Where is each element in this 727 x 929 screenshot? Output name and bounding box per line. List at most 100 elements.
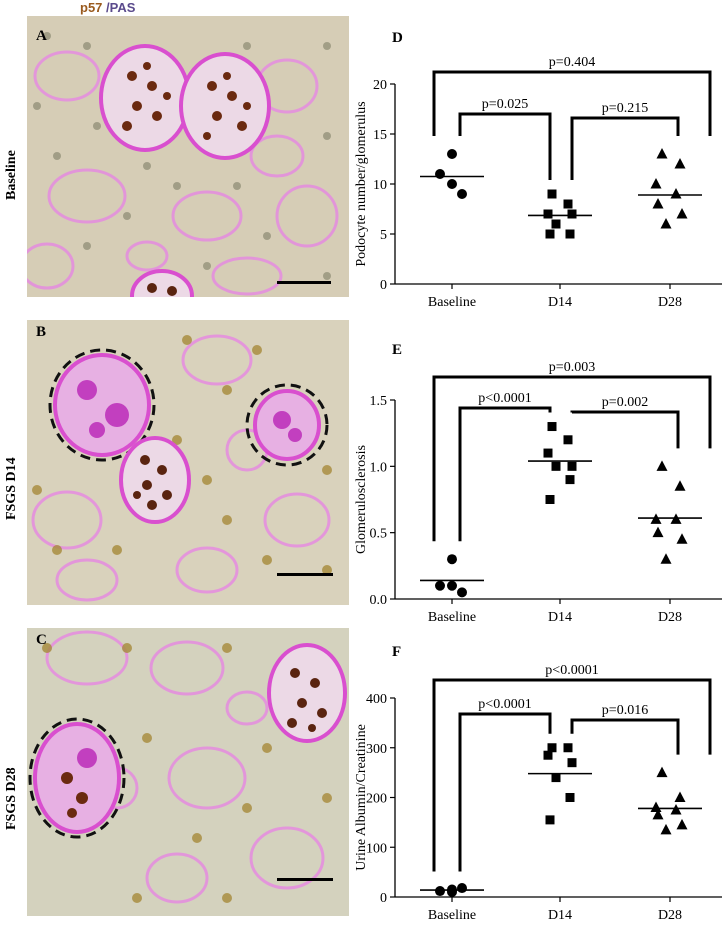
p-value-label: p=0.404 xyxy=(549,55,595,70)
data-point-square xyxy=(565,475,575,485)
data-point-square xyxy=(547,743,557,753)
stain-label: p57 /PAS xyxy=(80,0,135,15)
p-value-label: p<0.0001 xyxy=(478,697,531,712)
data-point-circle xyxy=(457,587,467,598)
p-value-label: p=0.002 xyxy=(602,395,648,410)
pas-label: /PAS xyxy=(102,0,136,15)
data-point-circle xyxy=(447,149,457,159)
micrograph-fsgs-d14-image xyxy=(27,320,349,605)
data-point-triangle xyxy=(660,218,672,229)
data-point-square xyxy=(545,815,555,825)
data-point-triangle xyxy=(656,766,668,778)
data-point-triangle xyxy=(670,188,682,199)
y-tick-label: 0.5 xyxy=(370,527,388,542)
chart-urine-albumin-creatinine: F 0 100 200 300 400 Urine Albumin/Creatinine Ba… xyxy=(350,630,727,929)
data-point-triangle xyxy=(652,526,664,538)
data-point-triangle xyxy=(656,460,668,471)
data-point-square xyxy=(551,219,561,229)
y-tick-label: 400 xyxy=(366,692,387,707)
data-point-square xyxy=(543,448,553,458)
chart-glomerulosclerosis-svg: E 0.0 0.5 1.0 1.5 Glomerulosclerosis Baseline D… xyxy=(354,342,722,625)
panel-letter: A xyxy=(36,28,47,44)
scale-bar xyxy=(277,281,331,284)
x-tick-label: D14 xyxy=(548,908,572,923)
significance-bracket xyxy=(432,678,712,872)
data-point-triangle xyxy=(656,148,668,159)
panel-letter: E xyxy=(392,342,402,358)
row-label-fsgs-d14: FSGS D14 xyxy=(4,457,19,520)
x-tick-label: D28 xyxy=(658,610,682,625)
data-point-circle xyxy=(447,887,457,898)
panel-letter: C xyxy=(36,632,47,648)
data-point-circle xyxy=(435,169,445,179)
data-point-triangle xyxy=(676,533,688,544)
data-point-square xyxy=(551,461,561,471)
data-point-triangle xyxy=(650,801,662,812)
data-point-square xyxy=(565,229,575,239)
data-point-square xyxy=(545,495,555,504)
data-point-circle xyxy=(457,883,467,894)
p-value-label: p=0.016 xyxy=(602,703,648,718)
y-axis-label: Podocyte number/glomerulus xyxy=(354,101,369,266)
data-point-circle xyxy=(435,580,445,591)
data-point-square xyxy=(543,750,553,760)
p-value-label: p=0.215 xyxy=(602,101,648,116)
y-tick-label: 0 xyxy=(380,278,387,293)
chart-podocyte-number: D 0 5 10 15 20 Podocyte number/glomerulus Basel… xyxy=(350,8,727,318)
y-tick-label: 5 xyxy=(380,228,387,243)
micrograph-baseline-image xyxy=(27,16,349,297)
y-tick-label: 300 xyxy=(366,742,387,757)
y-tick-label: 0 xyxy=(380,891,387,906)
data-point-circle xyxy=(447,179,457,189)
data-point-triangle xyxy=(650,178,662,189)
y-tick-label: 15 xyxy=(373,128,387,143)
y-tick-label: 1.5 xyxy=(370,394,388,409)
y-tick-label: 10 xyxy=(373,178,387,193)
x-tick-label: D14 xyxy=(548,610,572,625)
y-tick-label: 100 xyxy=(366,841,387,856)
y-axis-label: Glomerulosclerosis xyxy=(354,445,369,554)
x-tick-label: D14 xyxy=(548,295,572,310)
data-point-square xyxy=(567,209,577,219)
row-label-baseline: Baseline xyxy=(4,150,19,200)
data-point-triangle xyxy=(676,208,688,219)
x-tick-label: Baseline xyxy=(428,295,476,310)
row-label-fsgs-d28: FSGS D28 xyxy=(4,767,19,830)
data-point-triangle xyxy=(674,158,686,169)
data-point-triangle xyxy=(660,553,672,564)
y-tick-label: 20 xyxy=(373,78,387,93)
x-tick-label: D28 xyxy=(658,295,682,310)
y-tick-label: 0.0 xyxy=(370,593,388,608)
data-point-square xyxy=(563,199,573,209)
data-point-square xyxy=(567,461,577,471)
significance-bracket xyxy=(432,375,712,542)
data-point-triangle xyxy=(674,791,686,802)
data-point-triangle xyxy=(652,808,664,820)
panel-letter: F xyxy=(392,644,401,660)
data-point-circle xyxy=(435,886,445,897)
significance-bracket xyxy=(570,718,680,755)
micrograph-fsgs-d14: B xyxy=(27,320,349,605)
x-tick-label: D28 xyxy=(658,908,682,923)
panel-letter: D xyxy=(392,30,403,46)
data-point-square xyxy=(551,773,561,783)
data-point-square xyxy=(547,422,557,432)
data-point-triangle xyxy=(674,480,686,491)
data-point-square xyxy=(545,229,555,239)
scale-bar xyxy=(277,878,333,881)
data-point-square xyxy=(567,758,577,768)
significance-bracket xyxy=(432,70,712,136)
p-value-label: p=0.025 xyxy=(482,97,528,112)
data-point-square xyxy=(565,793,575,802)
data-point-triangle xyxy=(676,818,688,830)
data-point-square xyxy=(543,209,553,219)
y-tick-label: 200 xyxy=(366,792,387,807)
x-tick-label: Baseline xyxy=(428,610,476,625)
significance-bracket xyxy=(570,410,680,449)
micrograph-baseline: A xyxy=(27,16,349,297)
data-point-triangle xyxy=(652,198,664,209)
chart-urine-albumin-creatinine-svg: F 0 100 200 300 400 Urine Albumin/Creatinine Ba… xyxy=(354,644,722,923)
significance-bracket xyxy=(458,112,552,180)
y-axis-label: Urine Albumin/Creatinine xyxy=(354,724,369,871)
data-point-square xyxy=(563,743,573,753)
